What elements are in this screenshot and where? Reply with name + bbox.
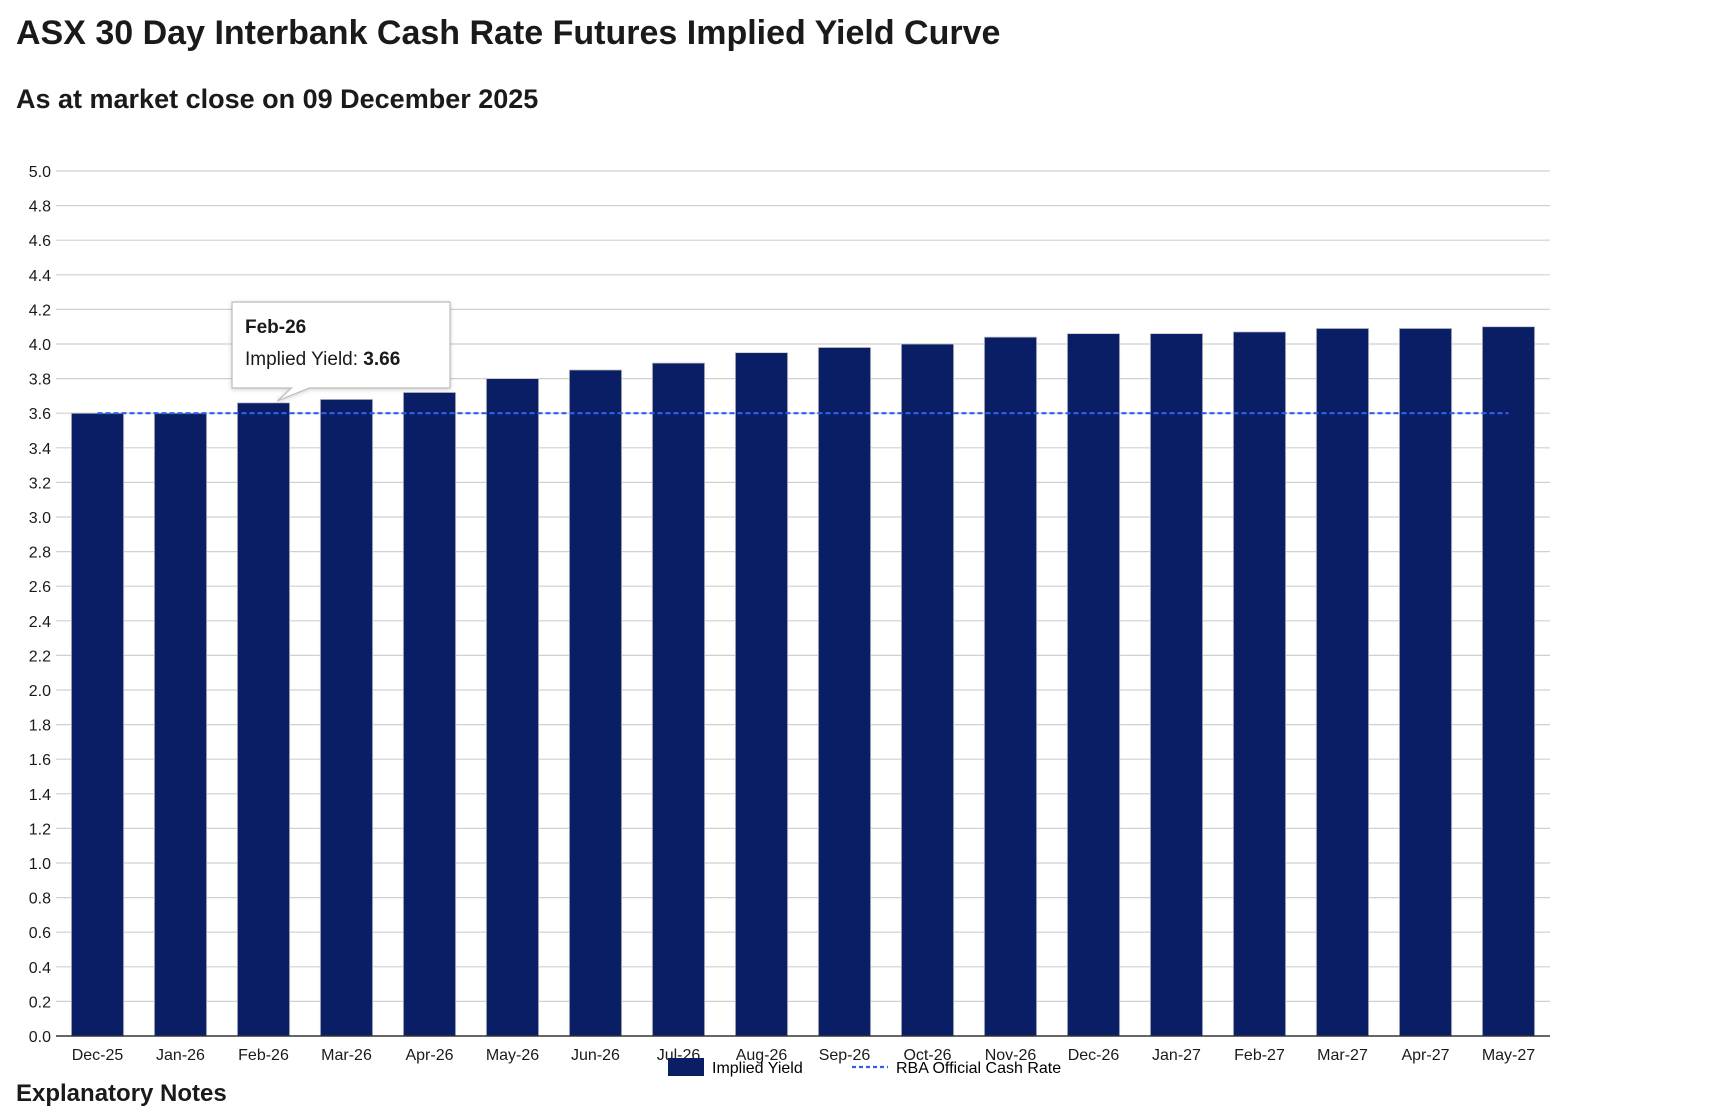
bar-implied-yield[interactable] [485, 378, 540, 1037]
x-tick-label: Sep-26 [819, 1047, 871, 1064]
y-tick-label: 4.2 [29, 302, 51, 319]
bar-implied-yield[interactable] [70, 412, 125, 1037]
bar-implied-yield[interactable] [568, 369, 623, 1037]
gridlines [56, 170, 1550, 1003]
y-tick-label: 2.4 [29, 614, 51, 631]
x-tick-label: Nov-26 [985, 1047, 1037, 1064]
y-axis-ticks: 0.0 0.2 0.4 0.6 0.8 1.0 1.2 1.4 1.6 1.8 2.0 2.2 2.4 2… [29, 164, 51, 1046]
bar-implied-yield[interactable] [651, 362, 706, 1037]
x-tick-label: Mar-26 [321, 1047, 372, 1064]
x-tick-label: Jan-26 [156, 1047, 205, 1064]
bar-implied-yield[interactable] [1398, 328, 1453, 1037]
bar-implied-yield[interactable] [402, 392, 457, 1037]
chart-title: ASX 30 Day Interbank Cash Rate Futures I… [16, 14, 1001, 52]
bars[interactable] [70, 326, 1536, 1037]
x-tick-label: May-26 [486, 1047, 539, 1064]
x-tick-label: Apr-26 [405, 1047, 453, 1064]
y-tick-label: 3.0 [29, 510, 51, 527]
legend-swatch-implied-yield [668, 1058, 704, 1076]
bar-implied-yield[interactable] [900, 343, 955, 1037]
bar-implied-yield[interactable] [1066, 333, 1121, 1037]
tooltip: Feb-26 Implied Yield: 3.66 [231, 301, 451, 402]
x-axis-ticks: Dec-25 Jan-26 Feb-26 Mar-26 Apr-26 May-26 Jun-… [72, 1047, 1536, 1064]
y-tick-label: 0.2 [29, 994, 51, 1011]
y-tick-label: 1.4 [29, 787, 51, 804]
y-tick-label: 2.6 [29, 579, 51, 596]
y-tick-label: 2.2 [29, 648, 51, 665]
y-tick-label: 0.8 [29, 891, 51, 908]
y-tick-label: 0.6 [29, 925, 51, 942]
y-tick-label: 4.6 [29, 233, 51, 250]
y-tick-label: 3.6 [29, 406, 51, 423]
bar-implied-yield[interactable] [983, 336, 1038, 1037]
bar-implied-yield[interactable] [1481, 326, 1536, 1037]
bar-implied-yield[interactable] [1232, 331, 1287, 1037]
y-tick-label: 4.0 [29, 337, 51, 354]
y-tick-label: 3.8 [29, 372, 51, 389]
y-tick-label: 1.8 [29, 718, 51, 735]
x-tick-label: Dec-25 [72, 1047, 124, 1064]
bar-implied-yield[interactable] [236, 402, 291, 1037]
bar-implied-yield[interactable] [1149, 333, 1204, 1037]
bar-implied-yield[interactable] [153, 412, 208, 1037]
tooltip-category: Feb-26 [245, 317, 306, 338]
x-tick-label: May-27 [1482, 1047, 1535, 1064]
y-tick-label: 0.4 [29, 960, 51, 977]
x-tick-label: Feb-26 [238, 1047, 289, 1064]
tooltip-value-text: Implied Yield: 3.66 [245, 349, 400, 370]
bar-implied-yield[interactable] [734, 352, 789, 1037]
tooltip-box [231, 301, 451, 402]
legend-label-implied-yield: Implied Yield [712, 1060, 803, 1077]
chart-subtitle: As at market close on 09 December 2025 [16, 84, 539, 114]
x-tick-label: Oct-26 [903, 1047, 951, 1064]
tooltip-label: Implied Yield: [245, 349, 363, 370]
y-tick-label: 3.2 [29, 475, 51, 492]
bar-implied-yield[interactable] [1315, 328, 1370, 1037]
y-tick-label: 3.4 [29, 441, 51, 458]
x-tick-label: Jan-27 [1152, 1047, 1201, 1064]
bar-implied-yield[interactable] [319, 398, 374, 1037]
y-tick-label: 1.2 [29, 821, 51, 838]
y-tick-label: 5.0 [29, 164, 51, 181]
x-tick-label: Dec-26 [1068, 1047, 1120, 1064]
y-tick-label: 2.8 [29, 545, 51, 562]
x-tick-label: Apr-27 [1401, 1047, 1449, 1064]
x-tick-label: Feb-27 [1234, 1047, 1285, 1064]
x-tick-label: Mar-27 [1317, 1047, 1368, 1064]
explanatory-notes-heading: Explanatory Notes [16, 1080, 227, 1107]
y-tick-label: 4.4 [29, 268, 51, 285]
bar-implied-yield[interactable] [817, 347, 872, 1037]
x-tick-label: Aug-26 [736, 1047, 788, 1064]
y-tick-label: 4.8 [29, 199, 51, 216]
tooltip-value: 3.66 [363, 349, 400, 370]
y-tick-label: 1.0 [29, 856, 51, 873]
legend-label-rba-cash-rate: RBA Official Cash Rate [896, 1060, 1061, 1077]
legend: Implied Yield RBA Official Cash Rate [668, 1058, 1061, 1077]
y-tick-label: 2.0 [29, 683, 51, 700]
x-tick-label: Jun-26 [571, 1047, 620, 1064]
y-tick-label: 1.6 [29, 752, 51, 769]
y-tick-label: 0.0 [29, 1029, 51, 1046]
